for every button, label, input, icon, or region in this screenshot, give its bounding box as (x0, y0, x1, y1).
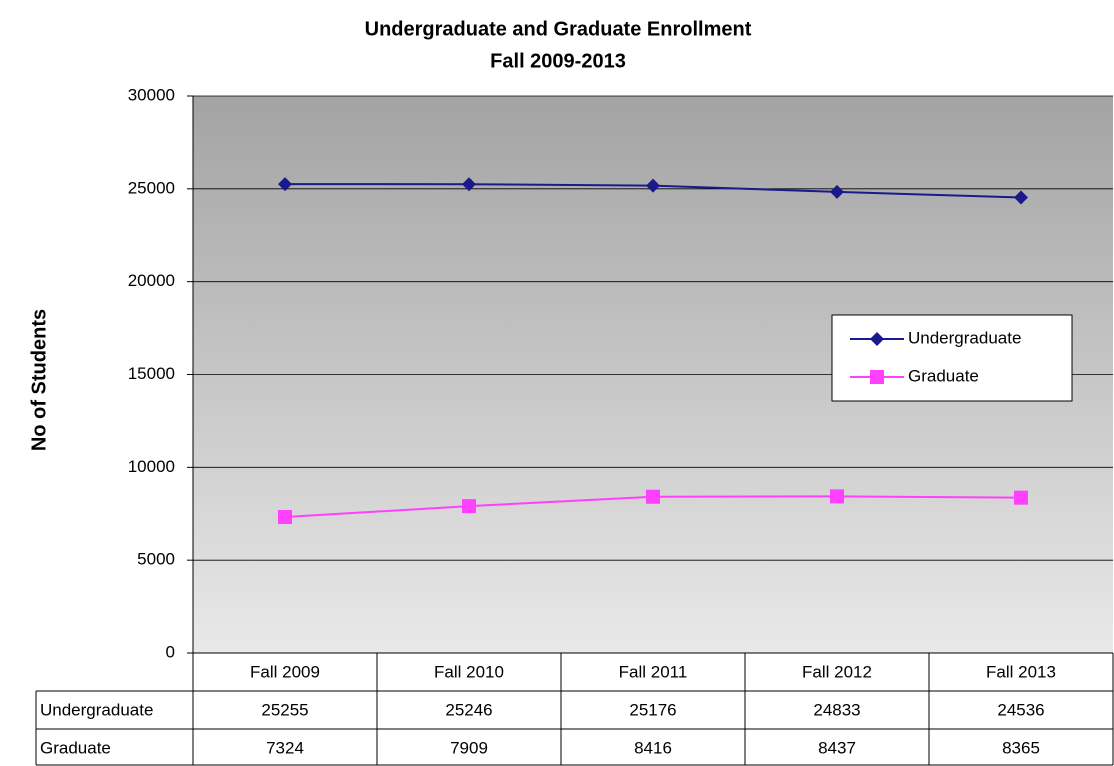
y-tick-label: 20000 (128, 271, 175, 290)
chart-subtitle: Fall 2009-2013 (490, 50, 626, 72)
table-cell: 8365 (1002, 738, 1040, 757)
table-row-header: Undergraduate (40, 700, 153, 719)
y-tick-label: 30000 (128, 85, 175, 104)
x-tick-label: Fall 2010 (434, 662, 504, 681)
x-tick-label: Fall 2011 (619, 662, 688, 681)
y-axis-label: No of Students (28, 309, 50, 451)
table-cell: 25246 (445, 700, 492, 719)
table-cell: 25255 (261, 700, 308, 719)
legend-marker (870, 332, 884, 346)
x-tick-label: Fall 2013 (986, 662, 1056, 681)
table-cell: 8416 (634, 738, 672, 757)
table-cell: 24536 (997, 700, 1044, 719)
table-row-header: Graduate (40, 738, 111, 757)
y-tick-label: 0 (166, 642, 175, 661)
legend-box (831, 314, 1073, 402)
legend-label: Undergraduate (908, 328, 1021, 347)
table-cell: 24833 (813, 700, 860, 719)
data-point (830, 184, 844, 199)
data-point (462, 499, 476, 514)
y-tick-label: 10000 (128, 457, 175, 476)
data-point (1014, 490, 1028, 505)
data-point (646, 178, 660, 193)
chart-title: Undergraduate and Graduate Enrollment (365, 18, 752, 40)
data-point (278, 177, 292, 192)
x-tick-label: Fall 2012 (802, 662, 872, 681)
y-tick-label: 25000 (128, 178, 175, 197)
legend-marker (870, 370, 884, 384)
table-cell: 7909 (450, 738, 488, 757)
data-point (278, 510, 292, 525)
data-point (1014, 190, 1028, 205)
data-point (646, 489, 660, 504)
x-tick-label: Fall 2009 (250, 662, 320, 681)
legend-label: Graduate (908, 366, 979, 385)
table-cell: 25176 (629, 700, 676, 719)
y-tick-label: 5000 (137, 550, 175, 569)
y-tick-label: 15000 (128, 364, 175, 383)
table-cell: 7324 (266, 738, 304, 757)
table-cell: 8437 (818, 738, 856, 757)
data-point (830, 489, 844, 504)
data-point (462, 177, 476, 192)
